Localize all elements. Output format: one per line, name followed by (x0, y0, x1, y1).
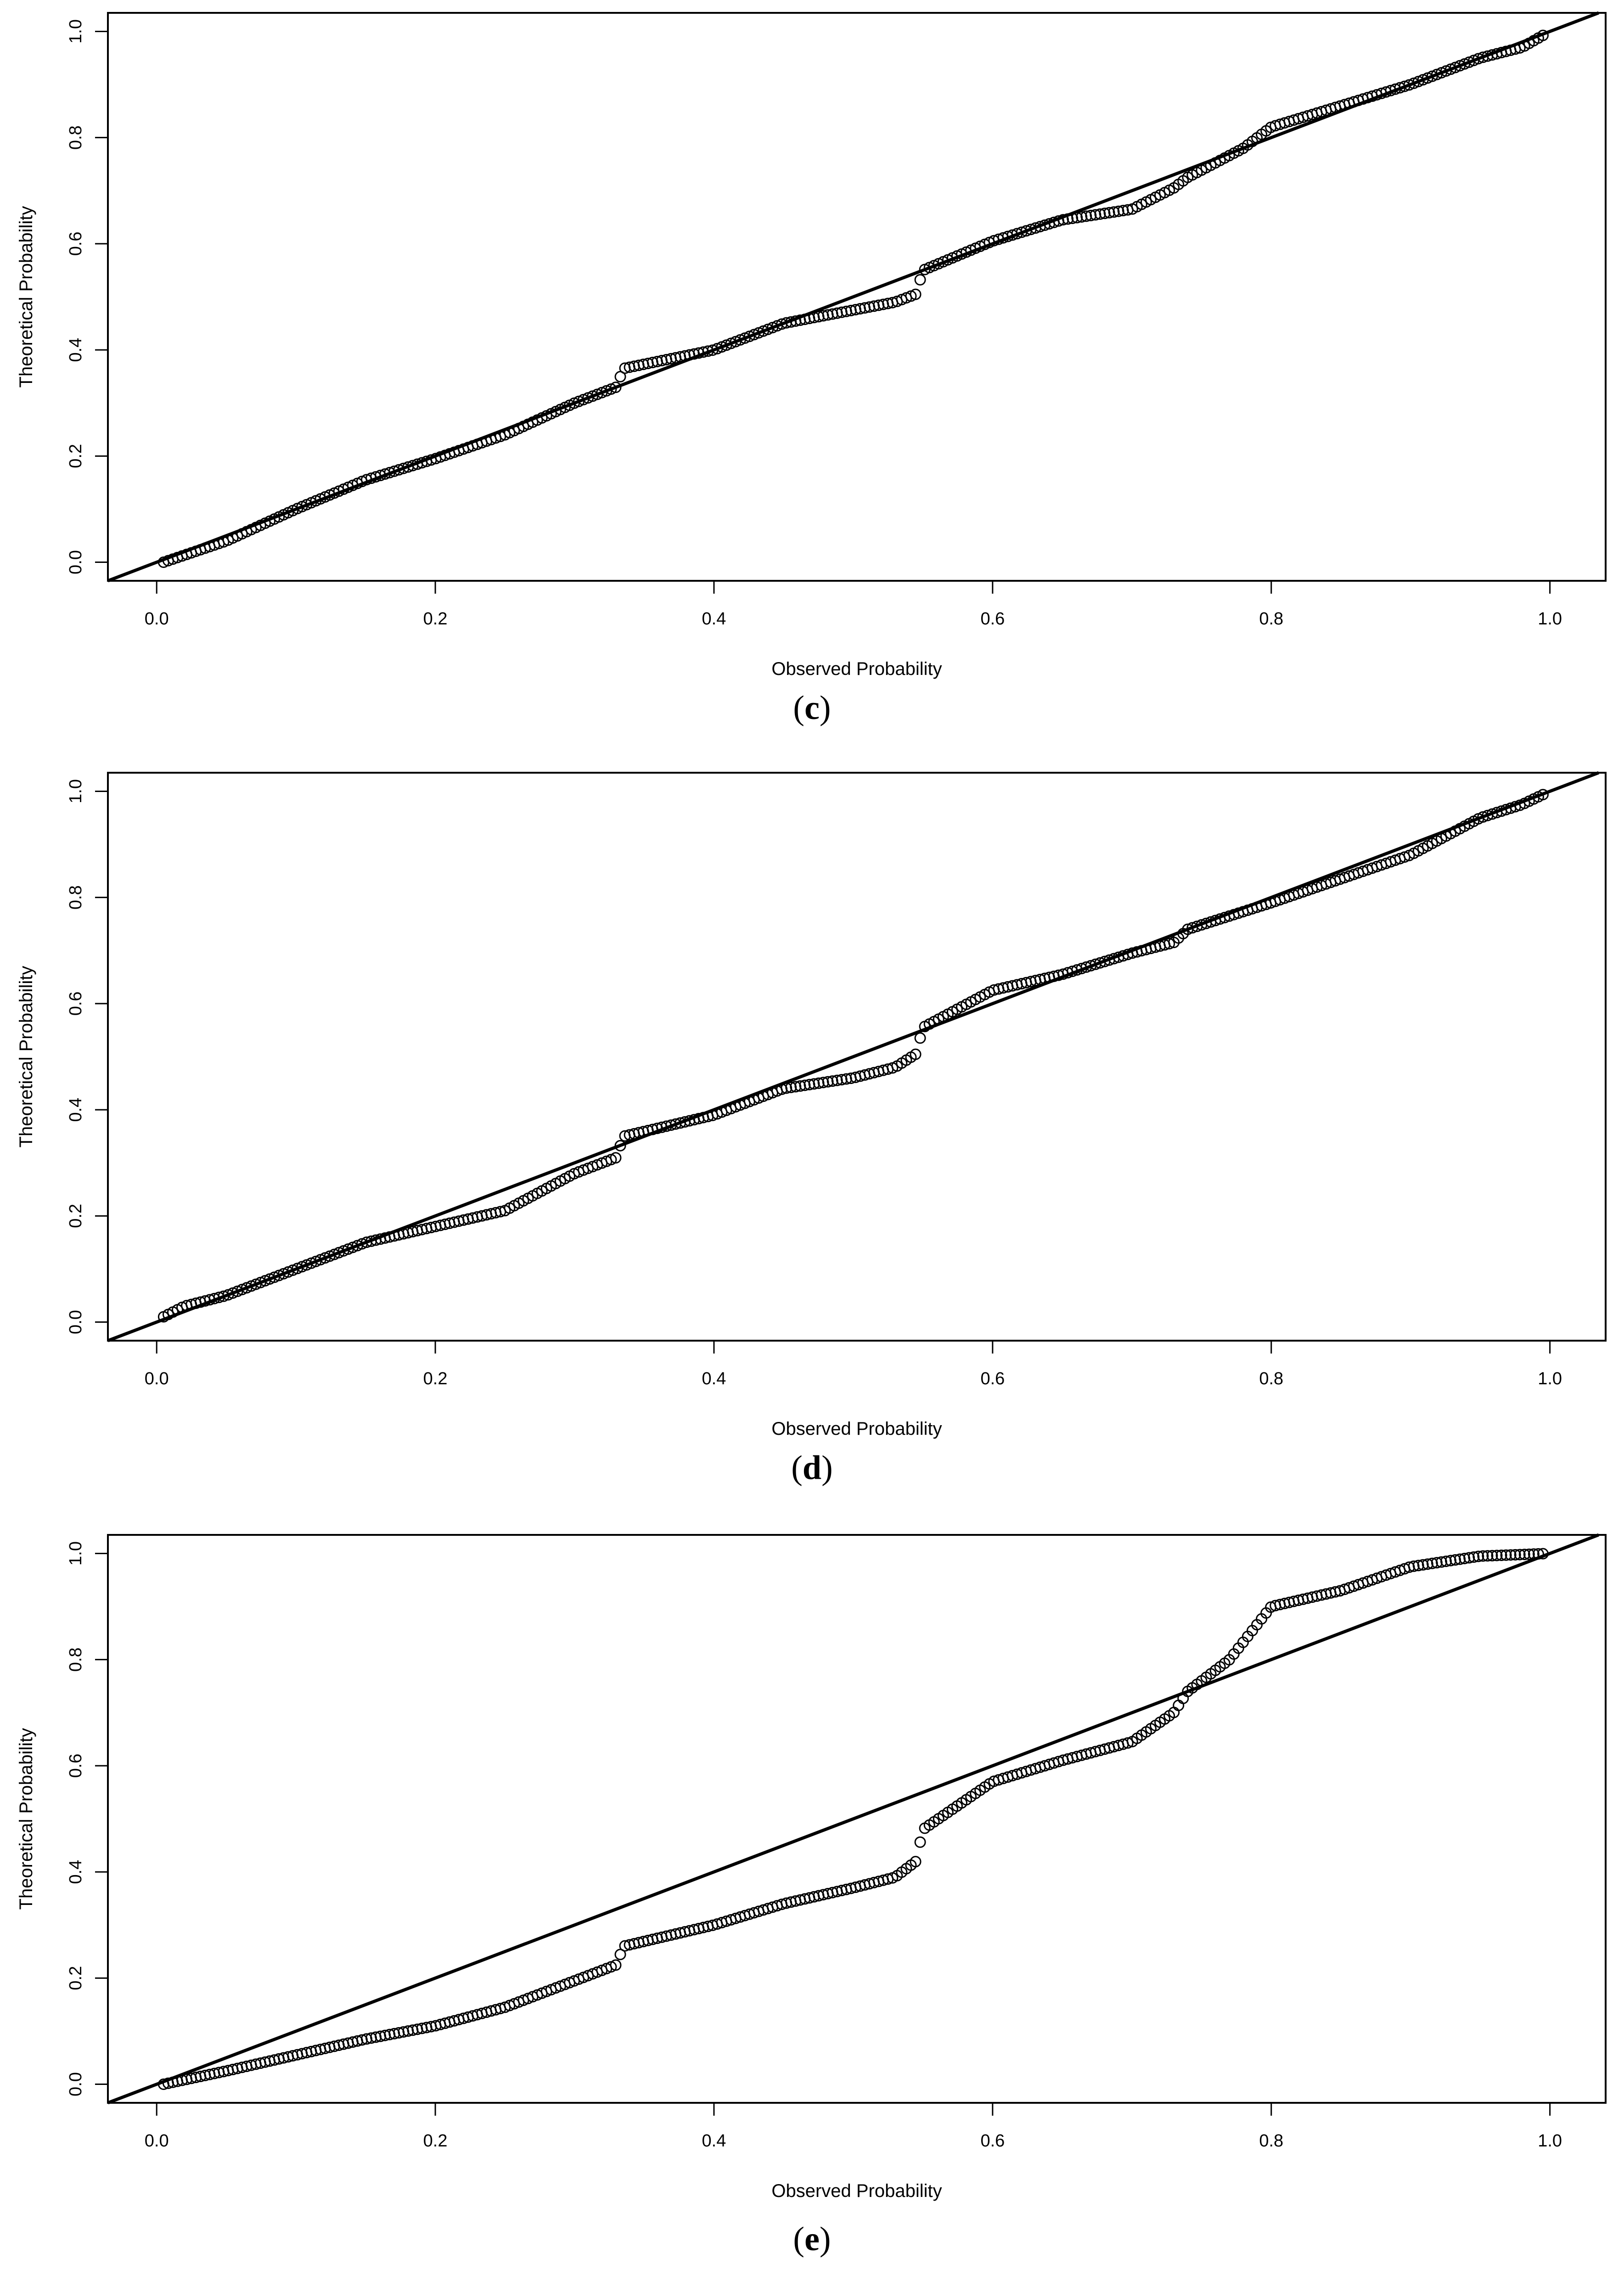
data-point (614, 1949, 626, 1960)
data-point (1518, 1549, 1530, 1561)
panel-c: 0.0 0.2 0.4 0.6 0.8 1.0 0.0 0.2 0.4 0.6 0.8 1.0 Obse… (0, 0, 1624, 753)
x-axis-label: Observed Probability (771, 1419, 942, 1439)
y-tick-label: 0.0 (66, 2072, 85, 2096)
plot-frame (107, 12, 1607, 582)
x-axis-label: Observed Probability (771, 2181, 942, 2201)
y-tick-label: 0.6 (66, 231, 85, 256)
x-tick-label: 0.6 (980, 2131, 1005, 2151)
x-tick-label: 0.6 (980, 1369, 1005, 1388)
data-point (1537, 29, 1549, 41)
x-tick-label: 0.2 (423, 609, 448, 629)
y-axis-label: Theoretical Probability (16, 1728, 36, 1910)
data-point (1477, 1550, 1489, 1562)
x-tick-label: 1.0 (1538, 2131, 1562, 2151)
y-tick-label: 1.0 (66, 779, 85, 803)
chart-d: 0.0 0.2 0.4 0.6 0.8 1.0 0.0 0.2 0.4 0.6 0.8 1.0 Obse… (16, 771, 1607, 1439)
panel-e: 0.0 0.2 0.4 0.6 0.8 1.0 0.0 0.2 0.4 0.6 0.8 1.0 Obse… (0, 1522, 1624, 2275)
data-point (1505, 1549, 1517, 1561)
x-tick-label: 0.0 (145, 609, 169, 629)
x-tick-label: 0.8 (1259, 1369, 1283, 1388)
data-point (610, 1959, 622, 1971)
y-tick-label: 0.4 (66, 338, 85, 362)
y-tick-label: 0.8 (66, 885, 85, 910)
data-point (614, 371, 626, 382)
data-point (1528, 1548, 1540, 1560)
data-point (614, 1140, 626, 1152)
y-tick-label: 0.6 (66, 1753, 85, 1778)
data-point (1532, 1548, 1544, 1560)
chart-c: 0.0 0.2 0.4 0.6 0.8 1.0 0.0 0.2 0.4 0.6 0.8 1.0 Obse… (16, 11, 1607, 679)
x-tick-label: 0.4 (702, 2131, 726, 2151)
data-point (1509, 1549, 1521, 1561)
y-tick-label: 0.2 (66, 444, 85, 468)
x-tick-label: 0.0 (145, 2131, 169, 2151)
x-tick-label: 0.4 (702, 1369, 726, 1388)
data-point (910, 1856, 922, 1868)
data-point (610, 382, 622, 393)
y-tick-label: 0.6 (66, 991, 85, 1016)
x-tick-label: 0.8 (1259, 609, 1283, 629)
y-tick-label: 1.0 (66, 1541, 85, 1566)
data-point (1486, 1550, 1498, 1562)
data-point (1500, 1549, 1512, 1561)
x-tick-label: 0.2 (423, 2131, 448, 2151)
data-point (1173, 1699, 1185, 1711)
plot-frame (107, 772, 1607, 1342)
data-point (910, 288, 922, 300)
data-point (1523, 1548, 1535, 1560)
data-point (1163, 938, 1175, 949)
data-point (914, 1836, 926, 1848)
data-point (914, 274, 926, 286)
panel-d: 0.0 0.2 0.4 0.6 0.8 1.0 0.0 0.2 0.4 0.6 0.8 1.0 Obse… (0, 760, 1624, 1513)
data-point (1472, 1550, 1484, 1562)
x-tick-label: 0.4 (702, 609, 726, 629)
data-point (1495, 1549, 1507, 1561)
data-point (914, 1032, 926, 1044)
x-tick-label: 1.0 (1538, 609, 1562, 629)
data-point (1514, 1549, 1526, 1561)
x-tick-label: 0.6 (980, 609, 1005, 629)
x-tick-label: 1.0 (1538, 1369, 1562, 1388)
panel-caption: (e) (793, 2220, 831, 2258)
reference-line (107, 11, 1600, 583)
y-axis-label: Theoretical Probability (16, 966, 36, 1148)
y-tick-label: 0.0 (66, 550, 85, 574)
x-tick-label: 0.8 (1259, 2131, 1283, 2151)
data-point (910, 1048, 922, 1060)
data-point (610, 1152, 622, 1164)
data-point (1482, 1550, 1494, 1562)
x-tick-label: 0.0 (145, 1369, 169, 1388)
y-tick-label: 0.4 (66, 1860, 85, 1884)
y-tick-label: 0.2 (66, 1204, 85, 1228)
data-point (1537, 789, 1549, 801)
plot-frame (107, 1534, 1607, 2104)
chart-e: 0.0 0.2 0.4 0.6 0.8 1.0 0.0 0.2 0.4 0.6 0.8 1.0 Obse… (16, 1533, 1607, 2201)
data-point (1468, 1551, 1480, 1563)
y-tick-label: 0.8 (66, 125, 85, 150)
y-tick-label: 0.2 (66, 1966, 85, 1990)
reference-line (107, 771, 1600, 1343)
x-tick-label: 0.2 (423, 1369, 448, 1388)
x-axis-label: Observed Probability (771, 659, 942, 679)
y-tick-label: 0.4 (66, 1098, 85, 1122)
data-point (1122, 1737, 1134, 1749)
y-tick-label: 0.8 (66, 1647, 85, 1672)
reference-line (107, 1533, 1600, 2105)
data-point (1491, 1550, 1503, 1562)
y-tick-label: 1.0 (66, 19, 85, 44)
panel-caption: (d) (791, 1449, 833, 1487)
y-axis-label: Theoretical Probability (16, 206, 36, 388)
data-point (1537, 1548, 1549, 1560)
panel-caption: (c) (793, 689, 831, 727)
y-tick-label: 0.0 (66, 1310, 85, 1334)
